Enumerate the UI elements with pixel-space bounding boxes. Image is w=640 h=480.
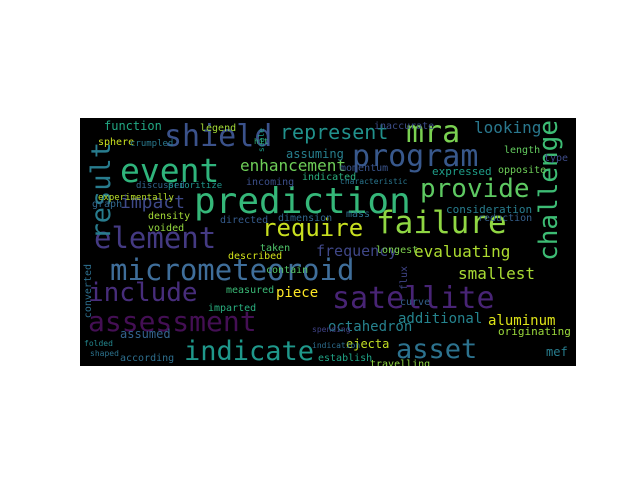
- word-cloud-word: octahedron: [328, 319, 413, 335]
- word-cloud-word: length: [504, 145, 541, 156]
- word-cloud-word: density: [148, 211, 191, 222]
- word-cloud-word: converted: [83, 264, 94, 319]
- word-cloud-word: assumed: [120, 327, 171, 341]
- word-cloud-word: enhancement: [240, 156, 346, 175]
- word-cloud-word: result: [86, 142, 117, 240]
- word-cloud-word: challenge: [534, 120, 564, 261]
- word-cloud-word: asset: [396, 334, 478, 365]
- word-cloud-word: mef: [546, 345, 568, 359]
- word-cloud-word: dimension: [278, 213, 333, 224]
- word-cloud-word: represent: [280, 120, 389, 144]
- word-cloud-word: provide: [420, 174, 530, 204]
- word-cloud-word: graph: [92, 199, 123, 210]
- word-cloud-word: indicated: [302, 172, 357, 183]
- word-cloud-word: piece: [276, 285, 319, 301]
- word-cloud-word: voided: [148, 223, 185, 234]
- word-cloud-word: mra: [406, 118, 461, 150]
- word-cloud-word: momentum: [340, 163, 389, 174]
- word-cloud-word: curve: [400, 297, 431, 308]
- word-cloud-word: function: [104, 119, 162, 133]
- word-cloud-word: establish: [318, 353, 373, 364]
- word-cloud-word: looking: [474, 118, 542, 137]
- word-cloud-word: type: [544, 153, 569, 164]
- word-cloud-word: incoming: [246, 177, 295, 188]
- word-cloud-word: program: [352, 139, 479, 174]
- word-cloud-word: inaccurate: [374, 121, 435, 132]
- word-cloud-word: prioritize: [168, 181, 223, 191]
- word-cloud-word: indication: [312, 341, 361, 350]
- word-cloud-word: consideration: [446, 203, 533, 216]
- word-cloud-word: shaped: [90, 349, 119, 358]
- word-cloud-word: include: [88, 278, 198, 308]
- word-cloud-word: require: [262, 214, 364, 242]
- word-cloud-word: contain: [266, 265, 309, 276]
- word-cloud-word: indicate: [184, 336, 315, 366]
- word-cloud-word: taken: [260, 243, 291, 254]
- word-cloud-word: evaluating: [414, 242, 511, 261]
- word-cloud-word: hit: [254, 137, 269, 146]
- word-cloud-word: experimentally: [98, 193, 174, 203]
- word-cloud-word: described: [228, 251, 283, 262]
- word-cloud-word: frequency: [316, 242, 398, 260]
- word-cloud-word: failure: [376, 205, 507, 241]
- word-cloud-word: legend: [200, 123, 237, 134]
- word-cloud-word: ejecta: [346, 337, 390, 351]
- word-cloud-word: smallest: [458, 264, 536, 283]
- word-cloud-word: longest: [376, 245, 419, 256]
- word-cloud-word: assessment: [88, 305, 257, 338]
- word-cloud-word: reduction: [478, 213, 533, 224]
- word-cloud-word: expressed: [432, 165, 492, 178]
- word-cloud-word: originating: [498, 325, 571, 338]
- word-cloud-word: assuming: [286, 147, 344, 161]
- word-cloud-word: imparted: [208, 303, 257, 314]
- word-cloud-word: flux: [399, 266, 410, 291]
- word-cloud-word: according: [120, 353, 175, 364]
- word-cloud-word: micrometeoroid: [110, 253, 355, 287]
- word-cloud-word: directed: [220, 215, 269, 226]
- word-cloud-word: crumpled: [130, 139, 174, 149]
- word-cloud-word: sphere: [98, 137, 135, 148]
- word-cloud-word: additional: [398, 311, 483, 327]
- word-cloud-word: opposite: [498, 165, 547, 176]
- word-cloud-word: spending: [312, 325, 351, 334]
- word-cloud-word: characteristic: [340, 177, 408, 186]
- word-cloud-word: prediction: [194, 181, 411, 222]
- word-cloud-word: travelling: [370, 359, 431, 367]
- word-cloud-word: aluminum: [488, 313, 556, 329]
- word-cloud-word: element: [94, 221, 217, 255]
- word-cloud: prediction micrometeoroid failure satellite…: [80, 118, 576, 366]
- word-cloud-word: discussed: [136, 181, 185, 191]
- word-cloud-word: folded: [84, 339, 113, 348]
- word-cloud-word: mass: [346, 209, 371, 220]
- word-cloud-word: event: [120, 151, 220, 190]
- word-cloud-word: satellite: [332, 281, 495, 316]
- word-cloud-word: shield: [164, 119, 273, 154]
- word-cloud-word: measured: [226, 285, 275, 296]
- word-cloud-word: impact: [120, 192, 186, 213]
